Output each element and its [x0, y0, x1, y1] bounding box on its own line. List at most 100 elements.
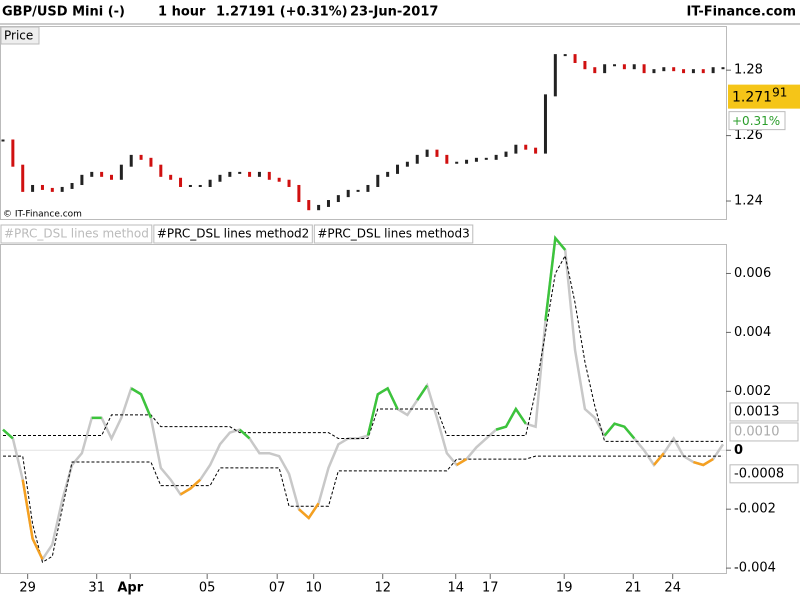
indicator-line [2, 235, 725, 562]
price-bar [632, 64, 636, 70]
watermark: © IT-Finance.com [3, 210, 82, 220]
price-bar [405, 161, 409, 167]
price-bar [514, 144, 518, 154]
x-tick-label: 19 [556, 581, 573, 596]
brand[interactable]: IT-Finance.com [687, 5, 796, 20]
indicator-tab[interactable]: #PRC_DSL lines method3 [317, 227, 469, 241]
price-bar [652, 69, 656, 74]
price-bar [701, 69, 705, 74]
price-bar [198, 184, 202, 187]
price-bar [228, 171, 232, 177]
price-bar [386, 171, 390, 177]
price-bar [396, 164, 400, 174]
price-bar [691, 69, 695, 74]
x-tick-label: 05 [199, 581, 216, 596]
price-bar [682, 69, 686, 74]
price-bar [484, 157, 488, 160]
price-bar [129, 154, 133, 167]
price-bar [553, 54, 557, 97]
tab-box [0, 224, 153, 244]
price-bar [208, 179, 212, 187]
y-tick-label: 0.002 [734, 384, 771, 399]
value-marker-box [729, 422, 799, 442]
indicator-tab[interactable]: #PRC_DSL lines method [4, 227, 149, 241]
date: 23-Jun-2017 [350, 5, 438, 20]
price-bar [100, 171, 104, 177]
price-bar [326, 200, 330, 207]
tab-box [313, 224, 474, 244]
quote: 1.27191 (+0.31%) [216, 5, 348, 20]
x-tick-label: 29 [19, 581, 36, 596]
price-bar [317, 204, 321, 211]
price-bar [248, 171, 252, 177]
value-marker: 0.0013 [734, 404, 780, 419]
x-tick-label: 21 [625, 581, 642, 596]
indicator-line [3, 254, 723, 442]
price-bar [179, 177, 183, 187]
price-bar [425, 149, 429, 157]
price-bar [721, 67, 725, 70]
y-tick-label: 1.26 [734, 128, 763, 143]
tab-box [153, 224, 313, 244]
timeframe: 1 hour [158, 5, 206, 20]
below-segment [21, 479, 44, 560]
y-tick-label: -0.004 [734, 561, 776, 576]
header-bar [0, 0, 800, 24]
price-bar [356, 189, 360, 192]
price-bar [613, 64, 617, 67]
price-bar [583, 60, 587, 70]
last-price-sup: 91 [772, 85, 787, 99]
last-price-box [728, 84, 800, 109]
price-bar [277, 177, 281, 182]
x-tick-label: 07 [269, 581, 286, 596]
price-bar [287, 179, 291, 187]
price-bar [346, 189, 350, 198]
price-bar [376, 174, 380, 187]
price-bar [80, 174, 84, 186]
below-segment [298, 502, 320, 520]
price-bar [524, 144, 528, 150]
price-bar [672, 67, 676, 72]
y-tick-label: 0 [734, 443, 743, 458]
price-bar [494, 154, 498, 160]
below-segment [179, 478, 202, 496]
price-bar [366, 184, 370, 192]
price-bar [90, 171, 94, 177]
price-bar [159, 164, 163, 177]
below-segment [693, 458, 714, 467]
price-bar [267, 171, 271, 180]
price-bar [662, 67, 666, 72]
price-bar [711, 67, 715, 74]
price-bar [21, 164, 25, 192]
price-bar [445, 154, 449, 164]
price-bar [534, 147, 538, 154]
price-bar [622, 64, 626, 70]
price-bar [465, 159, 469, 164]
price-bar [543, 94, 547, 154]
price-bar [642, 64, 646, 74]
above-segment [416, 384, 429, 401]
price-bar [139, 154, 143, 160]
above-segment [238, 428, 251, 440]
price-bar [149, 157, 153, 167]
value-marker-box [729, 402, 799, 422]
above-segment [495, 406, 527, 431]
indicator-tab[interactable]: #PRC_DSL lines method2 [157, 227, 309, 241]
price-bar [415, 154, 419, 164]
price-bar [40, 184, 44, 190]
x-tick-label: 12 [374, 581, 391, 596]
panel-label: Price [4, 29, 33, 43]
above-segment [544, 235, 567, 321]
above-segment [2, 428, 14, 440]
price-bar [238, 171, 242, 174]
value-marker: 0.0010 [734, 424, 780, 439]
above-segment [603, 422, 636, 440]
last-price: 1.27191 [732, 85, 787, 106]
y-tick-label: 0.004 [734, 325, 771, 340]
panel-label-box [0, 26, 40, 45]
y-tick-label: 0.006 [734, 266, 771, 281]
y-tick-label: -0.002 [734, 502, 776, 517]
y-tick-label: 1.24 [734, 194, 763, 209]
price-bar [593, 67, 597, 74]
